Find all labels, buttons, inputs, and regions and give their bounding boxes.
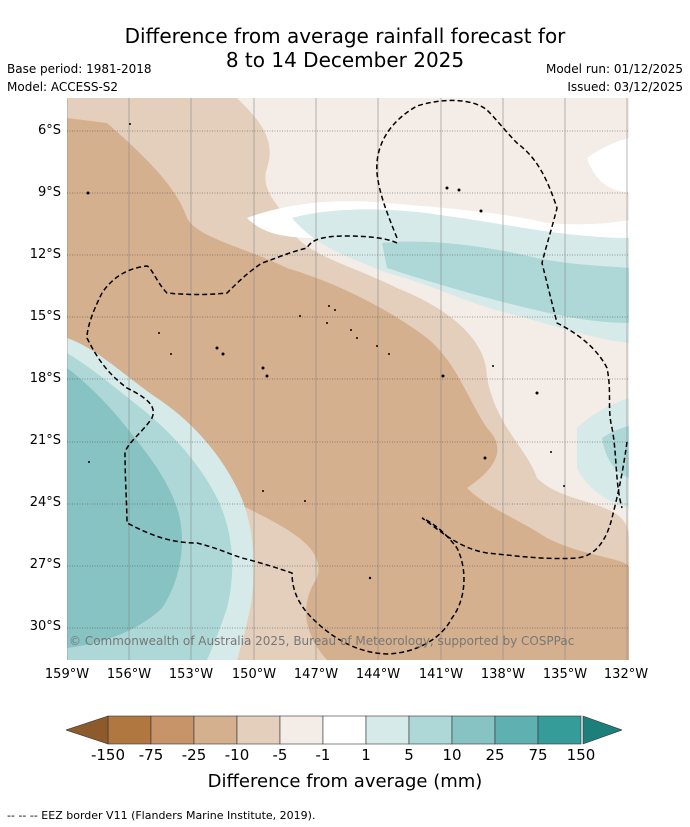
legend-tick: -1 [315,746,331,764]
lat-label-15s: 15°S [29,309,61,324]
colorbar-cell [451,715,496,745]
lon-label-159w: 159°W [44,667,90,682]
lon-label-138w: 138°W [480,667,526,682]
colorbar-cell [107,715,152,745]
metadata-left: Base period: 1981-2018 Model: ACCESS-S2 [7,60,152,96]
colorbar-cell [322,715,367,745]
colorbar-cell [537,715,582,745]
colorbar-cell [150,715,195,745]
lat-label-6s: 6°S [37,123,61,138]
colorbar-cell [494,715,539,745]
title-line-2: 8 to 14 December 2025 [225,48,465,72]
lon-label-132w: 132°W [603,667,649,682]
lon-label-153w: 153°W [168,667,214,682]
lat-label-24s: 24°S [29,495,61,510]
lon-label-135w: 135°W [542,667,588,682]
lon-label-150w: 150°W [231,667,277,682]
eez-footnote: -- -- -- EEZ border V11 (Flanders Marine… [7,809,316,822]
base-period: Base period: 1981-2018 [7,62,152,76]
rainfall-map [67,98,629,660]
contour-plus5-plus10 [382,241,629,323]
legend-colorbar [66,715,622,745]
copyright-notice: © Commonwealth of Australia 2025, Bureau… [69,634,575,648]
colorbar-cell [193,715,238,745]
legend-tick: -10 [224,746,250,764]
legend-tick: -75 [138,746,164,764]
colorbar-cells [107,715,582,745]
contour-sw-plus10-plus25 [67,368,182,648]
issued-date: Issued: 03/12/2025 [567,80,683,94]
contour-minus25-minus10 [67,118,629,660]
legend-title: Difference from average (mm) [207,771,483,792]
colorbar-cell [408,715,453,745]
legend-tick: 75 [528,746,548,764]
legend-tick: -25 [181,746,207,764]
legend-tick: 5 [404,746,414,764]
lon-label-156w: 156°W [106,667,152,682]
contour-neutral-ne [587,138,629,193]
lon-label-141w: 141°W [418,667,464,682]
contour-south-dry-patch [344,499,490,637]
eez-borders [86,99,628,655]
title-line-1: Difference from average rainfall forecas… [124,24,566,48]
latitude-gridlines [67,130,629,629]
colorbar-left-arrow [66,715,109,745]
model-name: Model: ACCESS-S2 [7,80,119,94]
map-title: Difference from average rainfall forecas… [0,24,690,72]
islands [86,123,565,580]
colorbar-cell [279,715,324,745]
lat-label-9s: 9°S [37,185,61,200]
colorbar-cell [365,715,410,745]
model-run: Model run: 01/12/2025 [545,62,683,76]
lon-label-144w: 144°W [355,667,401,682]
lat-label-27s: 27°S [29,557,61,572]
lat-label-30s: 30°S [29,619,61,634]
lat-label-18s: 18°S [29,371,61,386]
legend-tick: -150 [90,746,126,764]
legend-tick: -5 [272,746,288,764]
legend-tick: 25 [485,746,505,764]
lon-label-147w: 147°W [293,667,339,682]
lat-label-21s: 21°S [29,433,61,448]
longitude-gridlines [67,98,628,660]
legend-tick: 150 [566,746,596,764]
colorbar-cell [236,715,281,745]
contour-east-wet [577,398,629,508]
legend-tick: 1 [361,746,371,764]
legend-tick: 10 [442,746,462,764]
metadata-right: Model run: 01/12/2025 Issued: 03/12/2025 [546,60,683,96]
colorbar-right-arrow [582,715,622,745]
lat-label-12s: 12°S [29,247,61,262]
